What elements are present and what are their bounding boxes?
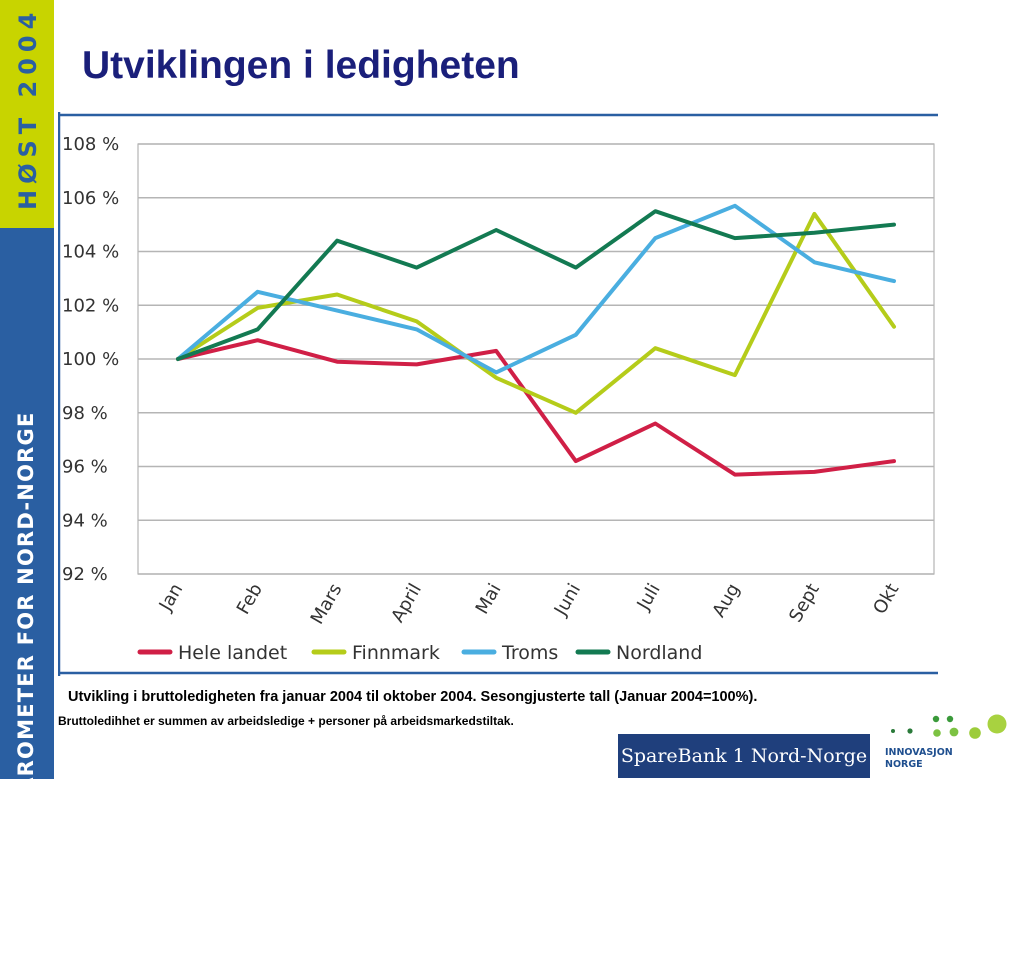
innovasjon-dots-icon bbox=[880, 706, 1020, 746]
legend-label-finnmark: Finnmark bbox=[352, 642, 440, 664]
y-tick-label: 94 % bbox=[62, 510, 108, 531]
sidebar-top-text: HØST 2004 bbox=[14, 7, 42, 210]
y-tick-label: 106 % bbox=[62, 188, 119, 209]
y-tick-label: 98 % bbox=[62, 403, 108, 424]
chart-frame: 92 % 94 % 96 % 98 % 100 % 102 % 104 % 106 % 108 … bbox=[58, 112, 938, 676]
legend: Hele landet Finnmark Troms Nordland bbox=[140, 642, 702, 664]
y-tick-labels: 92 % 94 % 96 % 98 % 100 % 102 % 104 % 106 % 108 … bbox=[62, 134, 119, 585]
x-tick-label: Mai bbox=[472, 580, 506, 618]
innovasjon-norge-logo: INNOVASJON NORGE bbox=[880, 706, 1020, 779]
slide-title: Utviklingen i ledigheten bbox=[82, 44, 520, 88]
legend-label-hele-landet: Hele landet bbox=[178, 642, 287, 664]
innovasjon-logo-text: INNOVASJON NORGE bbox=[885, 747, 953, 771]
chart-caption: Utvikling i bruttoledigheten fra januar … bbox=[68, 689, 757, 705]
x-tick-label: April bbox=[387, 580, 426, 626]
legend-label-troms: Troms bbox=[501, 642, 558, 664]
x-tick-label: Juni bbox=[550, 580, 585, 620]
y-tick-label: 104 % bbox=[62, 242, 119, 263]
y-tick-label: 96 % bbox=[62, 457, 108, 478]
sidebar-bottom-band: KONJUNKTURBAROMETER FOR NORD-NORGE bbox=[0, 228, 54, 779]
x-tick-labels: Jan Feb Mars April Mai Juni Juli Aug Sept Okt bbox=[155, 580, 904, 628]
x-tick-label: Okt bbox=[869, 580, 903, 618]
x-tick-label: Sept bbox=[785, 580, 824, 626]
x-tick-label: Feb bbox=[233, 580, 267, 618]
chart-footnote: Bruttoledihhet er summen av arbeidsledig… bbox=[58, 714, 514, 728]
y-tick-label: 102 % bbox=[62, 295, 119, 316]
line-chart: 92 % 94 % 96 % 98 % 100 % 102 % 104 % 106 % 108 … bbox=[58, 112, 938, 676]
sidebar-top-band: HØST 2004 bbox=[0, 0, 54, 228]
y-tick-label: 100 % bbox=[62, 349, 119, 370]
sidebar-bottom-text: KONJUNKTURBAROMETER FOR NORD-NORGE bbox=[14, 412, 38, 980]
sparebank-logo: SpareBank 1 Nord-Norge bbox=[618, 734, 870, 778]
x-tick-label: Jan bbox=[155, 580, 188, 615]
sparebank-logo-text: SpareBank 1 Nord-Norge bbox=[621, 745, 867, 767]
legend-label-nordland: Nordland bbox=[616, 642, 702, 664]
x-tick-label: Mars bbox=[307, 580, 347, 628]
y-tick-label: 108 % bbox=[62, 134, 119, 155]
y-tick-label: 92 % bbox=[62, 564, 108, 585]
x-tick-label: Aug bbox=[708, 580, 744, 621]
x-tick-label: Juli bbox=[633, 580, 665, 615]
